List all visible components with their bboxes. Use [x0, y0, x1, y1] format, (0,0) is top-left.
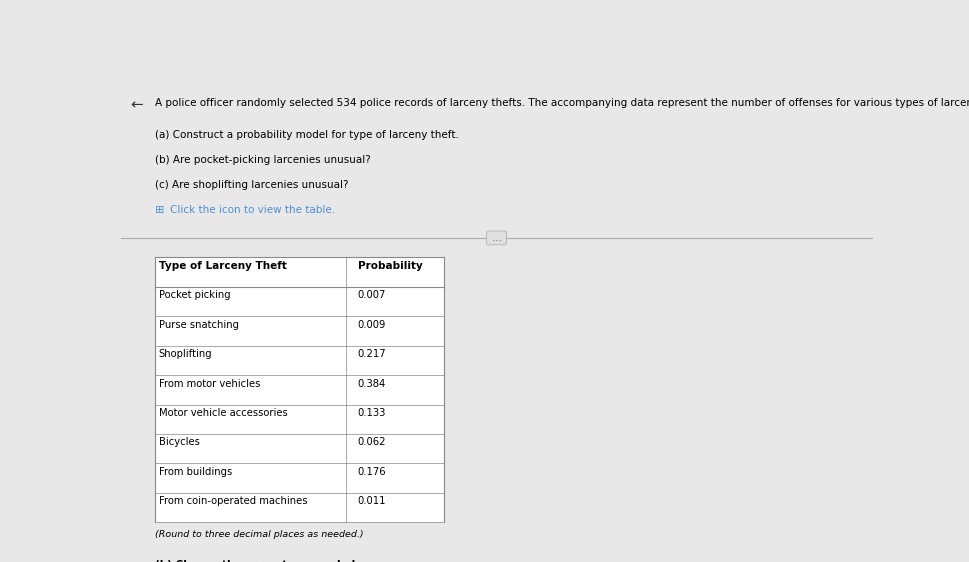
- Text: (a) Construct a probability model for type of larceny theft.: (a) Construct a probability model for ty…: [155, 130, 458, 140]
- Bar: [155, 287, 444, 316]
- Text: (b) Choose the correct answer below.: (b) Choose the correct answer below.: [155, 560, 375, 562]
- Text: From buildings: From buildings: [159, 467, 232, 477]
- Text: …: …: [488, 233, 505, 243]
- Text: (c) Are shoplifting larcenies unusual?: (c) Are shoplifting larcenies unusual?: [155, 180, 349, 191]
- Text: 0.384: 0.384: [358, 379, 386, 388]
- Bar: [155, 346, 444, 375]
- Text: Bicycles: Bicycles: [159, 437, 200, 447]
- Text: (Round to three decimal places as needed.): (Round to three decimal places as needed…: [155, 530, 363, 539]
- Bar: [155, 375, 444, 405]
- Text: 0.217: 0.217: [358, 349, 387, 359]
- Bar: [155, 316, 444, 346]
- Bar: [155, 493, 444, 522]
- Bar: [155, 464, 444, 493]
- Bar: [155, 405, 444, 434]
- Text: Purse snatching: Purse snatching: [159, 320, 238, 330]
- Text: ⊞: ⊞: [155, 206, 165, 215]
- Text: From coin-operated machines: From coin-operated machines: [159, 496, 307, 506]
- Text: From motor vehicles: From motor vehicles: [159, 379, 260, 388]
- Text: ←: ←: [130, 98, 142, 113]
- Text: 0.062: 0.062: [358, 437, 387, 447]
- Text: Probability: Probability: [358, 261, 422, 271]
- Text: 0.009: 0.009: [358, 320, 386, 330]
- Text: Type of Larceny Theft: Type of Larceny Theft: [159, 261, 287, 271]
- Text: 0.007: 0.007: [358, 291, 386, 300]
- Text: Shoplifting: Shoplifting: [159, 349, 212, 359]
- Text: (b) Are pocket-picking larcenies unusual?: (b) Are pocket-picking larcenies unusual…: [155, 155, 371, 165]
- Text: 0.011: 0.011: [358, 496, 387, 506]
- Bar: [155, 257, 444, 287]
- Text: Pocket picking: Pocket picking: [159, 291, 231, 300]
- Text: Click the icon to view the table.: Click the icon to view the table.: [170, 206, 335, 215]
- Text: A police officer randomly selected 534 police records of larceny thefts. The acc: A police officer randomly selected 534 p…: [155, 98, 969, 108]
- Text: 0.133: 0.133: [358, 408, 386, 418]
- Bar: [155, 434, 444, 464]
- Text: Motor vehicle accessories: Motor vehicle accessories: [159, 408, 288, 418]
- Text: 0.176: 0.176: [358, 467, 387, 477]
